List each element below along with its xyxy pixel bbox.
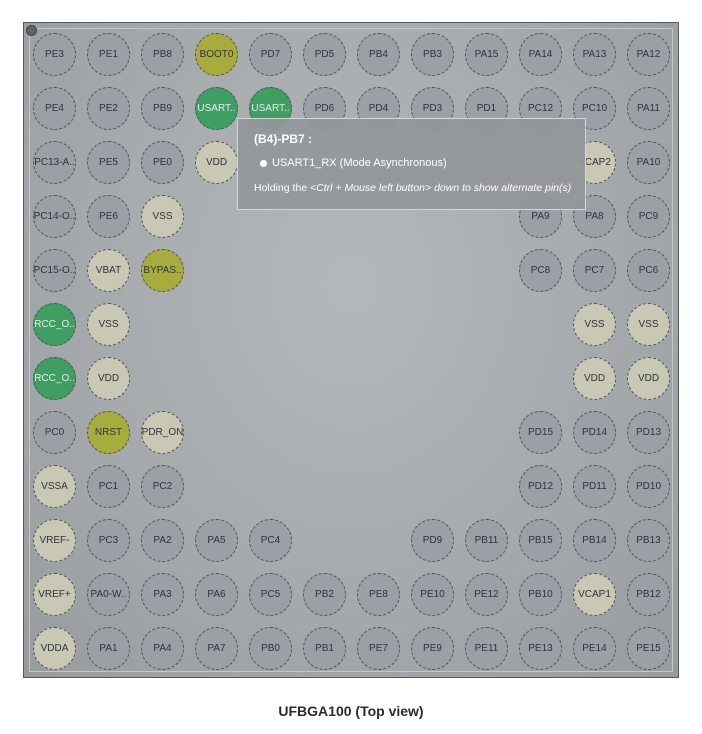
- pin[interactable]: PE5: [87, 141, 130, 184]
- pin[interactable]: VCAP1: [573, 573, 616, 616]
- pin[interactable]: PB3: [411, 33, 454, 76]
- pin[interactable]: PC2: [141, 465, 184, 508]
- pin[interactable]: PA6: [195, 573, 238, 616]
- pin[interactable]: PE15: [627, 627, 670, 670]
- package-caption: UFBGA100 (Top view): [278, 703, 424, 719]
- pin[interactable]: PA13: [573, 33, 616, 76]
- pin[interactable]: PC13-A..: [33, 141, 76, 184]
- pin[interactable]: PB0: [249, 627, 292, 670]
- pin[interactable]: PC7: [573, 249, 616, 292]
- pin1-marker-icon: [26, 25, 37, 36]
- pin[interactable]: PD14: [573, 411, 616, 454]
- pin[interactable]: PD9: [411, 519, 454, 562]
- pin[interactable]: PD15: [519, 411, 562, 454]
- pin[interactable]: PB8: [141, 33, 184, 76]
- pin[interactable]: PB4: [357, 33, 400, 76]
- pin[interactable]: USART..: [195, 87, 238, 130]
- pin[interactable]: PA5: [195, 519, 238, 562]
- pin[interactable]: PC4: [249, 519, 292, 562]
- pin[interactable]: VSS: [573, 303, 616, 346]
- pin[interactable]: PB2: [303, 573, 346, 616]
- pin[interactable]: PC8: [519, 249, 562, 292]
- pin[interactable]: PC14-O..: [33, 195, 76, 238]
- pin[interactable]: PE14: [573, 627, 616, 670]
- pin[interactable]: PD10: [627, 465, 670, 508]
- pin[interactable]: NRST: [87, 411, 130, 454]
- pin[interactable]: PA12: [627, 33, 670, 76]
- pin[interactable]: PDR_ON: [141, 411, 184, 454]
- tooltip-signal: USART1_RX (Mode Asynchronous): [272, 157, 447, 169]
- pin[interactable]: PA11: [627, 87, 670, 130]
- pin[interactable]: PB1: [303, 627, 346, 670]
- pin[interactable]: PE9: [411, 627, 454, 670]
- pin[interactable]: VSS: [141, 195, 184, 238]
- pin[interactable]: PB11: [465, 519, 508, 562]
- pin[interactable]: VDD: [627, 357, 670, 400]
- pin[interactable]: PE10: [411, 573, 454, 616]
- pin[interactable]: PA0-W..: [87, 573, 130, 616]
- pin[interactable]: PE6: [87, 195, 130, 238]
- pin[interactable]: PA3: [141, 573, 184, 616]
- pin[interactable]: PE11: [465, 627, 508, 670]
- pin[interactable]: BOOT0: [195, 33, 238, 76]
- pin[interactable]: PC3: [87, 519, 130, 562]
- pin[interactable]: PA10: [627, 141, 670, 184]
- pin[interactable]: VDD: [87, 357, 130, 400]
- pin[interactable]: PC5: [249, 573, 292, 616]
- pin[interactable]: PB12: [627, 573, 670, 616]
- pin[interactable]: PD12: [519, 465, 562, 508]
- pin[interactable]: PC6: [627, 249, 670, 292]
- pin[interactable]: BYPAS..: [141, 249, 184, 292]
- tooltip-hint-keys: <Ctrl + Mouse left button> down to show …: [310, 182, 572, 194]
- pin[interactable]: VBAT: [87, 249, 130, 292]
- pin[interactable]: PE0: [141, 141, 184, 184]
- pin[interactable]: PB13: [627, 519, 670, 562]
- package-outline: [29, 28, 673, 672]
- pin[interactable]: PE8: [357, 573, 400, 616]
- bullet-icon: [260, 160, 267, 167]
- pin[interactable]: PE4: [33, 87, 76, 130]
- pin[interactable]: PE12: [465, 573, 508, 616]
- pin[interactable]: VREF-: [33, 519, 76, 562]
- pin[interactable]: RCC_O..: [33, 357, 76, 400]
- pin[interactable]: VREF+: [33, 573, 76, 616]
- pin[interactable]: VSS: [627, 303, 670, 346]
- pin[interactable]: VSSA: [33, 465, 76, 508]
- pin[interactable]: VDDA: [33, 627, 76, 670]
- pin-tooltip: (B4)-PB7 : USART1_RX (Mode Asynchronous)…: [237, 118, 586, 210]
- pin[interactable]: PC0: [33, 411, 76, 454]
- pin[interactable]: PB14: [573, 519, 616, 562]
- pin[interactable]: PA15: [465, 33, 508, 76]
- pin[interactable]: PD13: [627, 411, 670, 454]
- pin[interactable]: PE2: [87, 87, 130, 130]
- pin[interactable]: PA7: [195, 627, 238, 670]
- pin[interactable]: PA4: [141, 627, 184, 670]
- pin[interactable]: PC1: [87, 465, 130, 508]
- tooltip-title: (B4)-PB7 :: [254, 132, 313, 146]
- pin[interactable]: PD7: [249, 33, 292, 76]
- pin[interactable]: VDD: [573, 357, 616, 400]
- pin[interactable]: PB9: [141, 87, 184, 130]
- tooltip-hint-prefix: Holding the: [254, 182, 311, 194]
- pin[interactable]: PD5: [303, 33, 346, 76]
- pin[interactable]: VSS: [87, 303, 130, 346]
- pin[interactable]: PD11: [573, 465, 616, 508]
- pin[interactable]: PE13: [519, 627, 562, 670]
- pin[interactable]: PA2: [141, 519, 184, 562]
- pin[interactable]: PB10: [519, 573, 562, 616]
- pin[interactable]: PB15: [519, 519, 562, 562]
- tooltip-hint: Holding the <Ctrl + Mouse left button> d…: [254, 182, 571, 194]
- pin[interactable]: PA14: [519, 33, 562, 76]
- pin[interactable]: RCC_O..: [33, 303, 76, 346]
- pin[interactable]: VDD: [195, 141, 238, 184]
- pin[interactable]: PE3: [33, 33, 76, 76]
- pin[interactable]: PC9: [627, 195, 670, 238]
- pin[interactable]: PE1: [87, 33, 130, 76]
- pin[interactable]: PA8: [573, 195, 616, 238]
- pin[interactable]: PA1: [87, 627, 130, 670]
- pin[interactable]: PC15-O..: [33, 249, 76, 292]
- pin[interactable]: PE7: [357, 627, 400, 670]
